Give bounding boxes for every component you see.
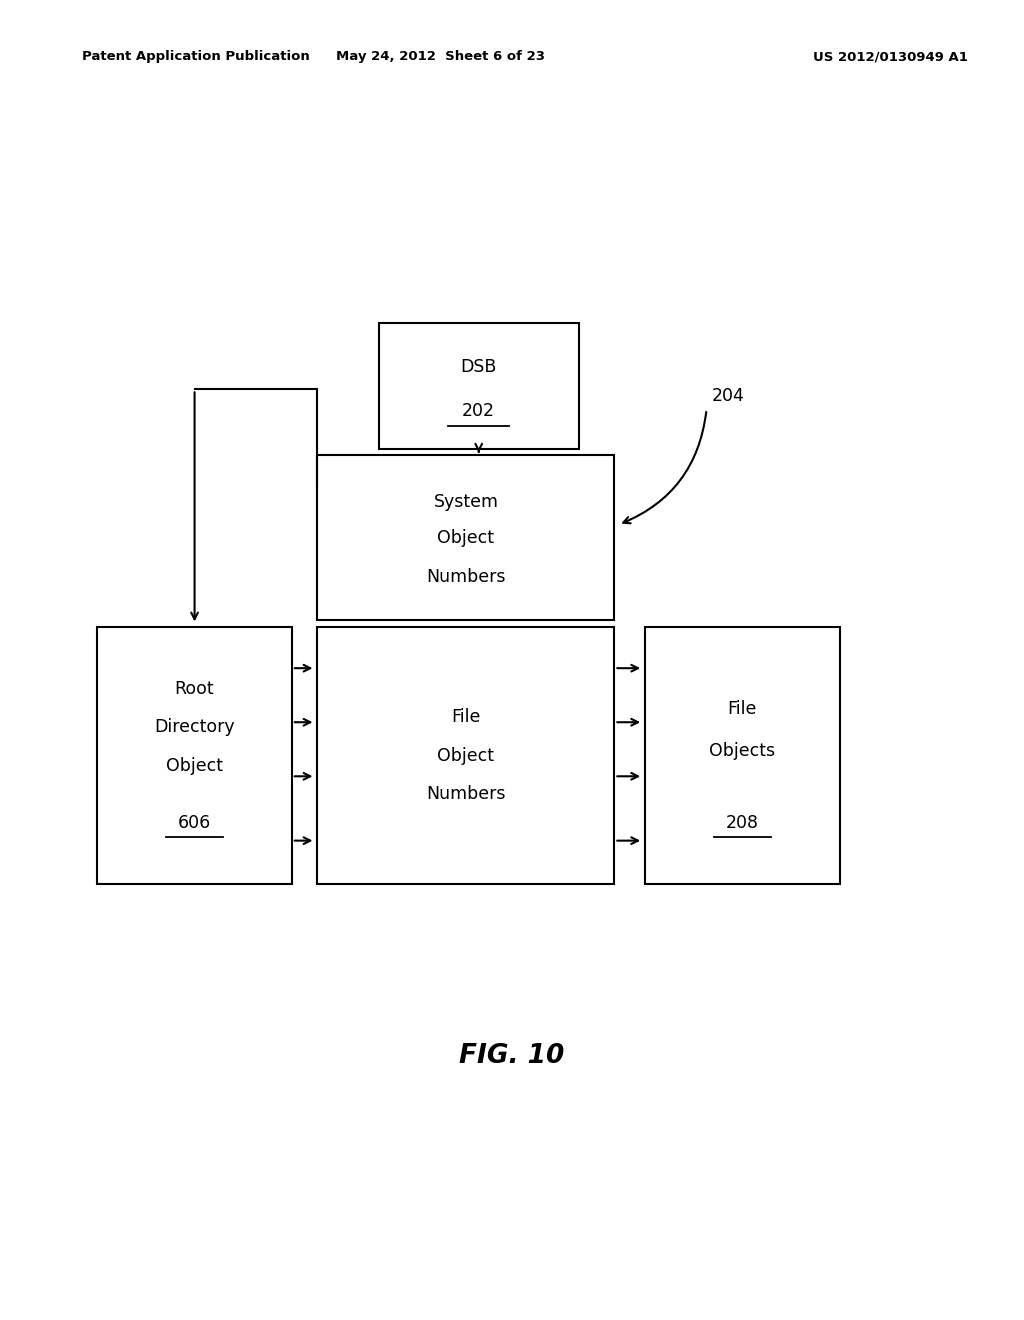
- Text: DSB: DSB: [461, 358, 497, 376]
- Text: File: File: [452, 708, 480, 726]
- Text: 202: 202: [462, 403, 496, 420]
- Text: Numbers: Numbers: [426, 785, 506, 804]
- Text: System: System: [433, 492, 499, 511]
- Text: Object: Object: [437, 529, 495, 546]
- FancyBboxPatch shape: [379, 323, 579, 449]
- Text: Directory: Directory: [155, 718, 234, 737]
- FancyBboxPatch shape: [317, 455, 614, 620]
- Text: Root: Root: [175, 680, 214, 698]
- Text: Objects: Objects: [710, 742, 775, 759]
- FancyBboxPatch shape: [97, 627, 292, 884]
- Text: May 24, 2012  Sheet 6 of 23: May 24, 2012 Sheet 6 of 23: [336, 50, 545, 63]
- FancyBboxPatch shape: [317, 627, 614, 884]
- Text: US 2012/0130949 A1: US 2012/0130949 A1: [813, 50, 969, 63]
- Text: Numbers: Numbers: [426, 569, 506, 586]
- FancyBboxPatch shape: [645, 627, 840, 884]
- Text: 204: 204: [712, 387, 744, 405]
- Text: File: File: [728, 701, 757, 718]
- Text: Patent Application Publication: Patent Application Publication: [82, 50, 309, 63]
- Text: Object: Object: [437, 747, 495, 764]
- Text: Object: Object: [166, 756, 223, 775]
- Text: 606: 606: [178, 813, 211, 832]
- Text: 208: 208: [726, 813, 759, 832]
- Text: FIG. 10: FIG. 10: [460, 1043, 564, 1069]
